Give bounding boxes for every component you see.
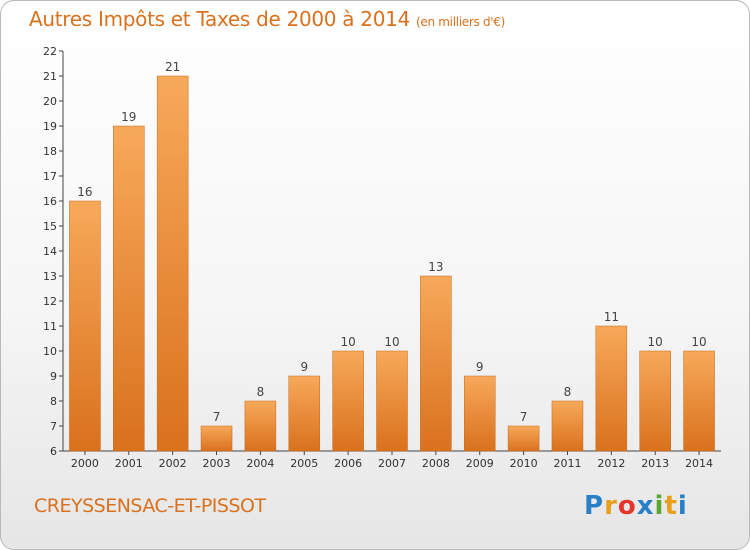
y-tick-label: 16 bbox=[43, 195, 57, 208]
y-tick-label: 6 bbox=[50, 445, 57, 458]
proxiti-logo: Proxiti bbox=[584, 491, 688, 521]
x-tick-label-2008: 2008 bbox=[422, 457, 450, 470]
logo-letter: x bbox=[636, 491, 655, 521]
data-label-2003: 7 bbox=[213, 410, 221, 424]
x-tick-label-2012: 2012 bbox=[597, 457, 625, 470]
bar-2009 bbox=[463, 375, 496, 452]
logo-letter: r bbox=[604, 491, 618, 521]
y-tick-label: 9 bbox=[50, 370, 57, 383]
data-label-2005: 9 bbox=[300, 360, 308, 374]
bar-2010 bbox=[507, 425, 540, 452]
bar-2011 bbox=[551, 400, 584, 452]
x-tick-label-2003: 2003 bbox=[203, 457, 231, 470]
bar-2014 bbox=[683, 350, 715, 452]
x-tick-label-2006: 2006 bbox=[334, 457, 362, 470]
y-tick-label: 7 bbox=[50, 420, 57, 433]
x-tick-label-2011: 2011 bbox=[553, 457, 581, 470]
logo-letter: t bbox=[664, 491, 678, 521]
data-label-2006: 10 bbox=[340, 335, 355, 349]
y-tick-label: 11 bbox=[43, 320, 57, 333]
x-tick-label-2007: 2007 bbox=[378, 457, 406, 470]
bar-2007 bbox=[376, 350, 408, 452]
x-tick-label-2000: 2000 bbox=[71, 457, 99, 470]
bar-2002 bbox=[156, 75, 189, 452]
y-tick-label: 17 bbox=[43, 170, 57, 183]
bar-2005 bbox=[288, 375, 321, 452]
y-tick-label: 19 bbox=[43, 120, 57, 133]
bar-2000 bbox=[69, 200, 101, 452]
data-label-2014: 10 bbox=[691, 335, 706, 349]
logo-letter: o bbox=[617, 491, 637, 521]
x-tick-label-2001: 2001 bbox=[115, 457, 143, 470]
y-tick-label: 20 bbox=[43, 95, 57, 108]
chart-title: Autres Impôts et Taxes de 2000 à 2014 (en… bbox=[29, 7, 505, 31]
bar-2013 bbox=[639, 350, 671, 452]
y-tick-label: 8 bbox=[50, 395, 57, 408]
chart-title-text: Autres Impôts et Taxes de 2000 à 2014 bbox=[29, 7, 410, 31]
x-tick-label-2005: 2005 bbox=[290, 457, 318, 470]
data-label-2009: 9 bbox=[476, 360, 484, 374]
y-tick-label: 18 bbox=[43, 145, 57, 158]
logo-letter: P bbox=[584, 491, 605, 521]
x-tick-label-2014: 2014 bbox=[685, 457, 713, 470]
commune-name: CREYSSENSAC-ET-PISSOT bbox=[34, 495, 266, 517]
x-tick-label-2010: 2010 bbox=[510, 457, 538, 470]
x-tick-label-2009: 2009 bbox=[466, 457, 494, 470]
bar-2008 bbox=[420, 275, 452, 452]
bar-2003 bbox=[200, 425, 233, 452]
chart-labels: 16 19 21 7 8 9 10 10 13 9 7 8 11 10 10 bbox=[77, 60, 706, 424]
chart-bars bbox=[69, 75, 715, 452]
data-label-2004: 8 bbox=[257, 385, 265, 399]
y-tick-label: 10 bbox=[43, 345, 57, 358]
bar-2001 bbox=[113, 125, 145, 452]
y-tick-label: 12 bbox=[43, 295, 57, 308]
data-label-2001: 19 bbox=[121, 110, 136, 124]
chart-axes: 6 7 8 9 10 11 12 13 14 15 16 17 18 19 20 21 22 2000 2001 20… bbox=[43, 45, 721, 470]
x-tick-label-2013: 2013 bbox=[641, 457, 669, 470]
data-label-2012: 11 bbox=[604, 310, 619, 324]
bar-2006 bbox=[332, 350, 364, 452]
bar-2004 bbox=[244, 400, 277, 452]
y-tick-label: 14 bbox=[43, 245, 57, 258]
bar-2012 bbox=[595, 325, 628, 452]
y-tick-label: 22 bbox=[43, 45, 57, 58]
y-tick-label: 21 bbox=[43, 70, 57, 83]
logo-letter: i bbox=[654, 491, 665, 521]
data-label-2008: 13 bbox=[428, 260, 443, 274]
data-label-2011: 8 bbox=[564, 385, 572, 399]
chart-subtitle: (en milliers d'€) bbox=[416, 15, 506, 29]
logo-letter: i bbox=[677, 491, 688, 521]
x-tick-label-2004: 2004 bbox=[246, 457, 274, 470]
data-label-2013: 10 bbox=[648, 335, 663, 349]
data-label-2002: 21 bbox=[165, 60, 180, 74]
data-label-2007: 10 bbox=[384, 335, 399, 349]
y-tick-label: 15 bbox=[43, 220, 57, 233]
data-label-2010: 7 bbox=[520, 410, 528, 424]
y-tick-label: 13 bbox=[43, 270, 57, 283]
data-label-2000: 16 bbox=[77, 185, 92, 199]
x-tick-label-2002: 2002 bbox=[159, 457, 187, 470]
